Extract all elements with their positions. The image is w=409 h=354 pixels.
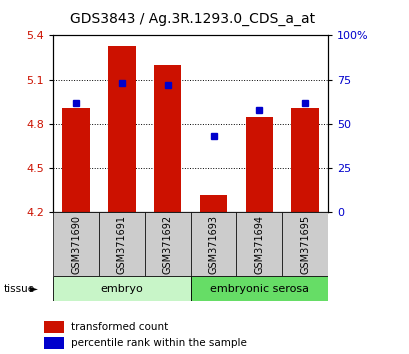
Text: embryo: embryo <box>100 284 143 293</box>
Bar <box>190 276 327 301</box>
Bar <box>281 212 327 276</box>
Bar <box>99 212 144 276</box>
Text: tissue: tissue <box>4 284 35 293</box>
Bar <box>144 212 190 276</box>
Bar <box>190 212 236 276</box>
Text: GSM371690: GSM371690 <box>71 215 81 274</box>
Bar <box>53 276 190 301</box>
Text: transformed count: transformed count <box>70 322 167 332</box>
Text: GSM371691: GSM371691 <box>117 215 127 274</box>
Text: percentile rank within the sample: percentile rank within the sample <box>70 338 246 348</box>
Bar <box>53 212 99 276</box>
Bar <box>108 46 135 212</box>
Bar <box>62 108 90 212</box>
Bar <box>45 321 63 333</box>
Text: GSM371692: GSM371692 <box>162 215 172 274</box>
Text: ►: ► <box>29 284 38 293</box>
Bar <box>236 212 281 276</box>
Text: GSM371694: GSM371694 <box>254 215 264 274</box>
Text: embryonic serosa: embryonic serosa <box>209 284 308 293</box>
Bar <box>199 195 227 212</box>
Bar <box>45 337 63 349</box>
Bar <box>154 65 181 212</box>
Text: GSM371693: GSM371693 <box>208 215 218 274</box>
Bar <box>291 108 318 212</box>
Text: GSM371695: GSM371695 <box>299 215 309 274</box>
Bar <box>245 116 272 212</box>
Text: GDS3843 / Ag.3R.1293.0_CDS_a_at: GDS3843 / Ag.3R.1293.0_CDS_a_at <box>70 12 315 27</box>
